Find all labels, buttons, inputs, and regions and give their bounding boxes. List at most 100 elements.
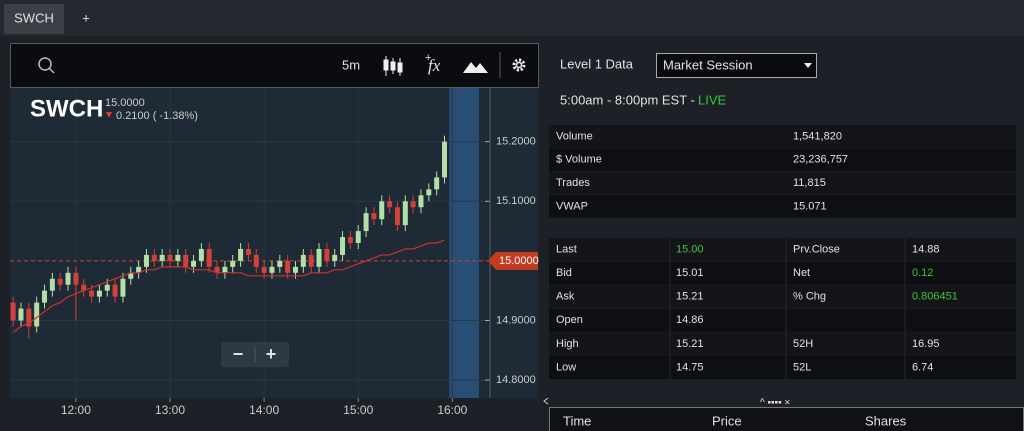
candle-body: [81, 284, 87, 291]
candle-body: [34, 302, 40, 327]
x-tick-label: 15:00: [343, 403, 373, 417]
candle-body: [73, 272, 79, 285]
candle-body: [96, 290, 102, 297]
candle-body: [394, 207, 400, 226]
y-tick-label: 15.2000: [496, 136, 536, 148]
candle-body: [355, 231, 361, 243]
candle-body: [426, 189, 432, 196]
candle-icon[interactable]: [383, 56, 403, 76]
indicators-icon[interactable]: fx: [428, 56, 441, 75]
candle-body: [363, 213, 369, 232]
table-value: 11,815: [793, 177, 826, 189]
search-icon-handle: [48, 67, 55, 74]
candle-body: [65, 272, 71, 285]
y-tick-label: 14.8000: [496, 374, 536, 386]
candle-body: [18, 308, 24, 321]
symbol: SWCH: [30, 95, 103, 122]
x-tick-label: 13:00: [155, 403, 185, 417]
table-label: Last: [556, 243, 577, 255]
table-value: 15.21: [676, 291, 704, 303]
candle-body: [136, 266, 142, 273]
table-row: [549, 194, 1016, 218]
interval[interactable]: 5m: [342, 57, 360, 72]
candle-body: [57, 278, 63, 285]
table-value: 15.01: [676, 267, 704, 279]
panel-controls[interactable]: ^ ▪▪▪▪ ×: [760, 398, 790, 409]
candle-body: [42, 290, 48, 303]
candle-body: [285, 260, 291, 273]
table-value: 15.21: [676, 338, 704, 350]
settings-icon[interactable]: [512, 58, 526, 72]
change: 0.2100 ( -1.38%): [116, 110, 198, 122]
x-tick-label: 12:00: [61, 403, 91, 417]
session-dropdown[interactable]: [656, 53, 817, 78]
mountain-icon[interactable]: [463, 62, 488, 73]
candle-body: [167, 254, 173, 261]
table-value: 1,541,820: [793, 130, 842, 142]
candle-body: [434, 177, 440, 190]
table-label: % Chg: [793, 291, 826, 303]
table-label: VWAP: [556, 200, 588, 212]
trades-column: Time: [563, 413, 591, 428]
table-value: 14.75: [676, 361, 704, 373]
candle-body: [387, 201, 393, 208]
trades-columns: Time Price Shares: [563, 413, 907, 428]
candle-body: [253, 254, 259, 267]
dropdown-arrow: [804, 63, 812, 68]
candle-body: [206, 248, 212, 267]
search-icon[interactable]: [38, 57, 52, 71]
session-hours: 5:00am - 8:00pm EST -: [560, 92, 695, 107]
x-tick-label: 14:00: [249, 403, 279, 417]
trades-column: Shares: [865, 413, 907, 428]
trades-column: Price: [712, 413, 742, 428]
candle-body: [120, 278, 126, 297]
candle-body: [143, 254, 149, 267]
price: 15.0000: [105, 97, 145, 109]
table-label: Open: [556, 314, 583, 326]
moving-average: [12, 239, 445, 333]
tab-label[interactable]: SWCH: [14, 10, 54, 25]
candle-body: [300, 254, 306, 267]
candle-body: [104, 284, 110, 291]
candle-body: [245, 248, 251, 255]
tab[interactable]: [4, 4, 64, 34]
table-row: [549, 238, 1016, 261]
candle-body: [151, 254, 157, 261]
table-label: 52H: [793, 338, 813, 350]
table-label: Low: [556, 361, 576, 373]
table-label: Prv.Close: [793, 243, 840, 255]
table-label: Bid: [556, 267, 572, 279]
candle-body: [26, 308, 32, 327]
table-value: 14.88: [912, 243, 940, 255]
candle-body: [175, 254, 181, 261]
chart-toolbar: [10, 43, 539, 88]
table-row: [549, 171, 1016, 195]
candle-body: [214, 266, 220, 273]
table-label: Net: [793, 267, 810, 279]
zoom-out[interactable]: −: [233, 344, 244, 364]
add-tab[interactable]: +: [82, 10, 90, 25]
table-value: 16.95: [912, 338, 940, 350]
trades-header: [549, 407, 1024, 431]
session-label[interactable]: Market Session: [663, 57, 753, 72]
table-row: [549, 261, 1016, 285]
candle-body: [402, 201, 408, 226]
last-price-tag: [488, 251, 538, 270]
table-row: [549, 285, 1016, 309]
zoom-in[interactable]: +: [266, 344, 277, 364]
candle-body: [128, 272, 134, 279]
candle-body: [198, 248, 204, 261]
last-price-label: 15.0000: [499, 255, 539, 267]
table-row: [549, 356, 1016, 379]
candle-body: [159, 254, 165, 261]
candle-body: [418, 195, 424, 208]
table-value: 0.806451: [912, 291, 958, 303]
indicator-plus: +: [425, 52, 431, 64]
candle-body: [222, 266, 228, 273]
table-row: [549, 148, 1016, 172]
level1-tables: Volume 1,541,820 $ Volume 23,236,757 Trades 1…: [549, 125, 1016, 379]
collapse-arrow[interactable]: [543, 397, 549, 405]
settings-icon-core: [515, 61, 523, 69]
